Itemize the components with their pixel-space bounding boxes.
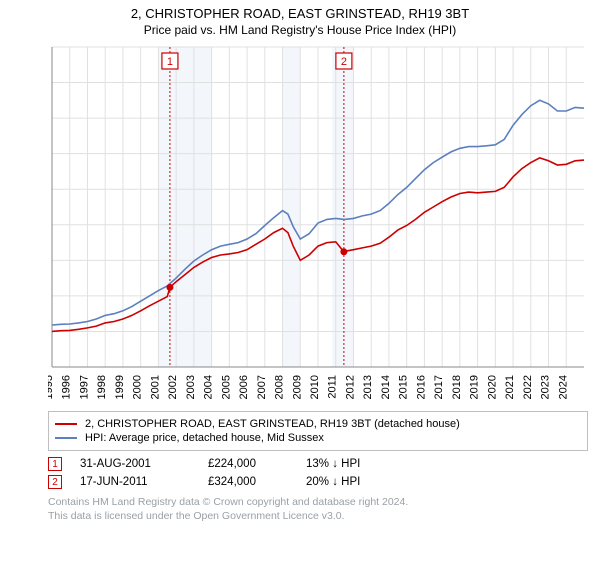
x-tick-label: 2010 xyxy=(309,375,321,399)
x-tick-label: 1998 xyxy=(96,375,108,399)
sale-date: 17-JUN-2011 xyxy=(80,476,190,488)
chart-subtitle: Price paid vs. HM Land Registry's House … xyxy=(0,23,600,37)
sales-table: 1 31-AUG-2001 £224,000 13% ↓ HPI 2 17-JUN-201… xyxy=(48,457,588,489)
x-tick-label: 2001 xyxy=(149,375,161,399)
sale-marker-label: 1 xyxy=(167,56,173,68)
sale-hpi-delta: 20% ↓ HPI xyxy=(306,476,396,488)
legend-swatch xyxy=(55,437,77,439)
x-tick-label: 2016 xyxy=(415,375,427,399)
x-tick-label: 2018 xyxy=(451,375,463,399)
x-tick-label: 2004 xyxy=(203,375,215,399)
x-tick-label: 2006 xyxy=(238,375,250,399)
x-tick-label: 2009 xyxy=(291,375,303,399)
legend-item: 2, CHRISTOPHER ROAD, EAST GRINSTEAD, RH1… xyxy=(55,418,581,430)
x-tick-label: 2015 xyxy=(398,375,410,399)
legend: 2, CHRISTOPHER ROAD, EAST GRINSTEAD, RH1… xyxy=(48,411,588,451)
sale-marker-badge: 2 xyxy=(48,475,62,489)
line-chart-svg: £0£100K£200K£300K£400K£500K£600K£700K£80… xyxy=(48,43,588,403)
x-tick-label: 2022 xyxy=(522,375,534,399)
legend-label: HPI: Average price, detached house, Mid … xyxy=(85,432,324,444)
x-tick-label: 2013 xyxy=(362,375,374,399)
x-tick-label: 2005 xyxy=(220,375,232,399)
x-tick-label: 2020 xyxy=(486,375,498,399)
x-tick-label: 2017 xyxy=(433,375,445,399)
x-tick-label: 1997 xyxy=(78,375,90,399)
sale-dot xyxy=(340,248,347,255)
x-tick-label: 1999 xyxy=(114,375,126,399)
x-tick-label: 2023 xyxy=(540,375,552,399)
chart-title: 2, CHRISTOPHER ROAD, EAST GRINSTEAD, RH1… xyxy=(0,6,600,21)
attribution-line: This data is licensed under the Open Gov… xyxy=(48,509,588,523)
sale-marker-badge: 1 xyxy=(48,457,62,471)
sale-row: 1 31-AUG-2001 £224,000 13% ↓ HPI xyxy=(48,457,588,471)
recession-band xyxy=(283,47,301,367)
attribution-line: Contains HM Land Registry data © Crown c… xyxy=(48,495,588,509)
sale-price: £224,000 xyxy=(208,458,288,470)
x-tick-label: 1995 xyxy=(48,375,55,399)
x-tick-label: 2011 xyxy=(327,375,339,399)
legend-item: HPI: Average price, detached house, Mid … xyxy=(55,432,581,444)
attribution: Contains HM Land Registry data © Crown c… xyxy=(48,495,588,523)
recession-band xyxy=(158,47,211,367)
sale-hpi-delta: 13% ↓ HPI xyxy=(306,458,396,470)
x-tick-label: 2021 xyxy=(504,375,516,399)
sale-price: £324,000 xyxy=(208,476,288,488)
x-tick-label: 2012 xyxy=(344,375,356,399)
x-tick-label: 2002 xyxy=(167,375,179,399)
x-tick-label: 2007 xyxy=(256,375,268,399)
x-tick-label: 2019 xyxy=(469,375,481,399)
sale-row: 2 17-JUN-2011 £324,000 20% ↓ HPI xyxy=(48,475,588,489)
sale-date: 31-AUG-2001 xyxy=(80,458,190,470)
x-tick-label: 2014 xyxy=(380,375,392,399)
x-tick-label: 2024 xyxy=(557,375,569,399)
legend-label: 2, CHRISTOPHER ROAD, EAST GRINSTEAD, RH1… xyxy=(85,418,460,430)
sale-marker-label: 2 xyxy=(341,56,347,68)
chart-area: £0£100K£200K£300K£400K£500K£600K£700K£80… xyxy=(48,43,588,403)
x-tick-label: 1996 xyxy=(61,375,73,399)
legend-swatch xyxy=(55,423,77,425)
x-tick-label: 2000 xyxy=(132,375,144,399)
x-tick-label: 2003 xyxy=(185,375,197,399)
sale-dot xyxy=(166,284,173,291)
x-tick-label: 2008 xyxy=(274,375,286,399)
